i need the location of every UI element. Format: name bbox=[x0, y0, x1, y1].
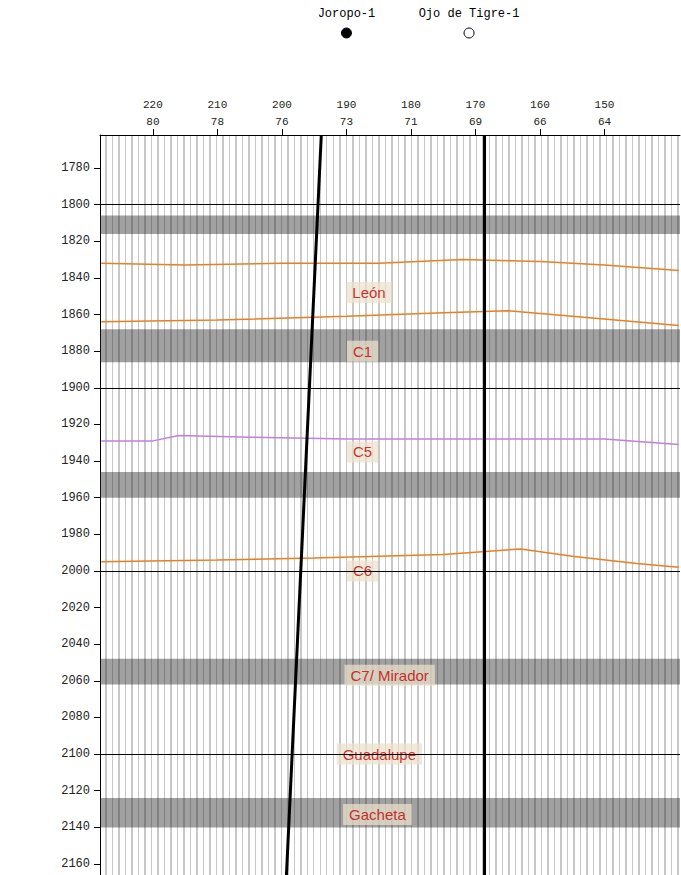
svg-text:64: 64 bbox=[598, 116, 612, 128]
svg-text:1800: 1800 bbox=[61, 198, 90, 212]
svg-text:2020: 2020 bbox=[61, 601, 90, 615]
svg-text:1820: 1820 bbox=[61, 234, 90, 248]
svg-text:1960: 1960 bbox=[61, 491, 90, 505]
svg-text:71: 71 bbox=[404, 116, 418, 128]
svg-text:78: 78 bbox=[211, 116, 224, 128]
svg-text:76: 76 bbox=[275, 116, 288, 128]
svg-text:220: 220 bbox=[143, 99, 163, 111]
svg-text:1880: 1880 bbox=[61, 344, 90, 358]
svg-text:73: 73 bbox=[340, 116, 353, 128]
svg-text:1860: 1860 bbox=[61, 308, 90, 322]
svg-text:2060: 2060 bbox=[61, 674, 90, 688]
svg-text:1900: 1900 bbox=[61, 381, 90, 395]
svg-text:C5: C5 bbox=[353, 443, 372, 460]
svg-text:1780: 1780 bbox=[61, 161, 90, 175]
svg-text:C1: C1 bbox=[353, 343, 372, 360]
svg-text:1840: 1840 bbox=[61, 271, 90, 285]
svg-text:190: 190 bbox=[337, 99, 357, 111]
svg-text:2000: 2000 bbox=[61, 564, 90, 578]
svg-text:1980: 1980 bbox=[61, 527, 90, 541]
svg-text:C7/ Mirador: C7/ Mirador bbox=[350, 667, 428, 684]
svg-text:2140: 2140 bbox=[61, 820, 90, 834]
svg-text:C6: C6 bbox=[353, 562, 372, 579]
svg-text:210: 210 bbox=[208, 99, 228, 111]
svg-text:Gacheta: Gacheta bbox=[349, 806, 406, 823]
svg-text:1920: 1920 bbox=[61, 417, 90, 431]
svg-text:2040: 2040 bbox=[61, 637, 90, 651]
svg-text:170: 170 bbox=[466, 99, 486, 111]
svg-text:2100: 2100 bbox=[61, 747, 90, 761]
svg-text:69: 69 bbox=[469, 116, 482, 128]
svg-text:Guadalupe: Guadalupe bbox=[342, 745, 417, 763]
svg-text:200: 200 bbox=[272, 99, 292, 111]
svg-text:León: León bbox=[352, 284, 385, 301]
svg-text:150: 150 bbox=[595, 99, 615, 111]
svg-text:1940: 1940 bbox=[61, 454, 90, 468]
svg-text:Joropo-1: Joropo-1 bbox=[318, 7, 376, 21]
svg-text:2160: 2160 bbox=[61, 857, 90, 871]
svg-text:180: 180 bbox=[401, 99, 421, 111]
svg-text:2120: 2120 bbox=[61, 784, 90, 798]
svg-text:Ojo de Tigre-1: Ojo de Tigre-1 bbox=[419, 7, 520, 21]
svg-text:160: 160 bbox=[530, 99, 550, 111]
svg-text:80: 80 bbox=[146, 116, 159, 128]
svg-text:66: 66 bbox=[533, 116, 546, 128]
svg-text:2080: 2080 bbox=[61, 710, 90, 724]
